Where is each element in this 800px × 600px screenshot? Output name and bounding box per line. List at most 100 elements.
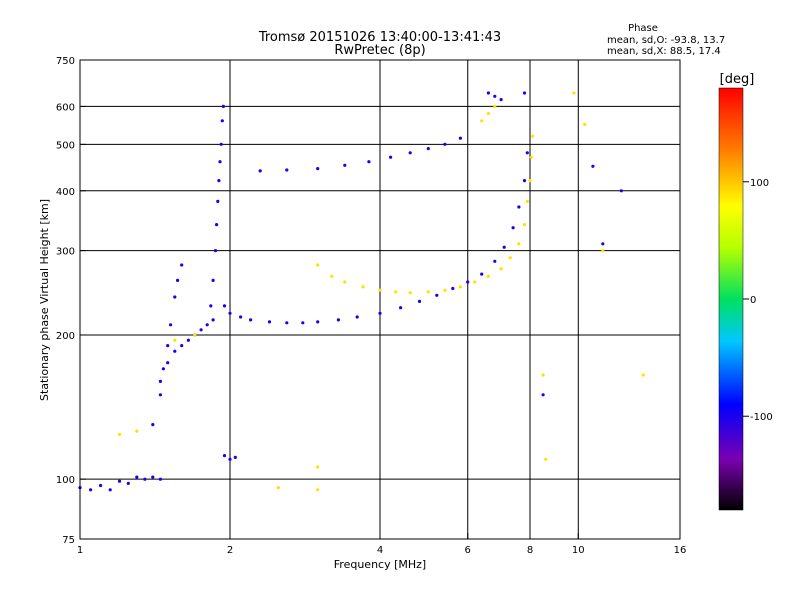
colorbar-tick-label: 100 <box>750 178 769 189</box>
data-point <box>161 367 165 371</box>
data-point <box>173 338 177 342</box>
data-point <box>493 104 497 108</box>
data-point <box>117 479 122 483</box>
data-point <box>199 328 203 332</box>
data-point <box>378 288 382 292</box>
data-point <box>135 475 139 479</box>
data-point <box>180 344 184 348</box>
colorbar-tick-label: 0 <box>750 295 756 306</box>
data-point <box>529 155 533 159</box>
y-tick-label: 200 <box>56 331 75 342</box>
data-point <box>451 286 455 291</box>
data-point <box>316 167 320 171</box>
data-point <box>176 278 180 282</box>
data-point <box>493 94 497 98</box>
data-point <box>343 280 347 284</box>
data-point <box>502 245 506 249</box>
data-point <box>151 423 155 427</box>
data-point <box>169 323 173 327</box>
colorbar-tick-label: -100 <box>750 412 773 423</box>
data-point <box>522 91 527 95</box>
grid-lines <box>80 60 680 539</box>
data-point <box>541 373 545 377</box>
data-point <box>531 134 535 138</box>
data-point <box>525 151 529 155</box>
chart-subtitle: RwPretec (8p) <box>334 43 425 58</box>
data-point <box>583 122 587 127</box>
data-point <box>166 344 170 348</box>
data-point <box>508 256 512 260</box>
x-tick-label: 16 <box>674 545 687 556</box>
data-point <box>493 259 497 263</box>
data-point <box>193 333 197 337</box>
data-point <box>458 136 462 140</box>
data-point <box>517 205 521 209</box>
x-tick-label: 6 <box>465 545 471 556</box>
data-point <box>215 223 219 227</box>
data-point <box>525 199 529 203</box>
data-point <box>316 263 320 267</box>
data-point <box>186 338 190 342</box>
data-point <box>435 293 439 297</box>
data-point <box>522 223 527 227</box>
data-point <box>517 242 521 246</box>
data-point <box>572 91 576 95</box>
colorbar-ticks: 100 0 -100 <box>743 178 773 423</box>
data-point <box>458 285 462 289</box>
data-point <box>408 291 412 295</box>
data-point <box>417 299 422 303</box>
x-tick-label: 1 <box>77 545 83 556</box>
data-point <box>486 274 490 278</box>
data-point <box>361 285 365 289</box>
data-points <box>78 91 645 492</box>
data-point <box>285 321 289 325</box>
y-tick-label: 500 <box>56 140 75 151</box>
data-point <box>222 304 227 308</box>
data-point <box>213 249 218 253</box>
data-point <box>117 432 122 436</box>
data-point <box>486 111 490 116</box>
data-point <box>316 320 320 324</box>
data-point <box>601 249 605 253</box>
y-tick-label: 600 <box>56 102 75 113</box>
data-point <box>158 477 162 481</box>
data-point <box>480 119 484 123</box>
data-point <box>211 278 215 282</box>
data-point <box>426 147 430 151</box>
data-point <box>316 488 320 492</box>
data-point <box>217 179 221 183</box>
data-point <box>99 483 103 488</box>
data-point <box>158 379 162 383</box>
data-point <box>330 274 334 278</box>
data-point <box>220 119 224 123</box>
data-point <box>499 98 503 102</box>
data-point <box>233 455 237 459</box>
data-point <box>316 465 320 469</box>
data-point <box>591 164 595 168</box>
data-point <box>399 306 403 310</box>
data-point <box>221 104 225 108</box>
data-point <box>394 290 398 294</box>
data-point <box>301 321 305 325</box>
data-point <box>486 91 490 95</box>
data-point <box>158 393 162 397</box>
data-point <box>544 457 548 461</box>
y-axis: 75 100 200 300 400 500 600 750 <box>56 56 86 546</box>
y-axis-label: Stationary phase Virtual Height [km] <box>38 199 51 401</box>
data-point <box>222 454 227 458</box>
data-point <box>166 361 170 365</box>
data-point <box>258 169 262 173</box>
data-point <box>211 318 215 322</box>
data-point <box>216 199 220 203</box>
x-tick-label: 10 <box>572 545 585 556</box>
data-point <box>219 142 223 146</box>
data-point <box>355 315 359 319</box>
data-point <box>443 142 447 146</box>
data-point <box>218 160 222 164</box>
chart-title: Tromsø 20151026 13:40:00-13:41:43 <box>258 30 501 45</box>
data-point <box>336 318 340 322</box>
y-tick-label: 300 <box>56 247 75 258</box>
data-point <box>180 263 184 267</box>
data-point <box>466 280 470 284</box>
